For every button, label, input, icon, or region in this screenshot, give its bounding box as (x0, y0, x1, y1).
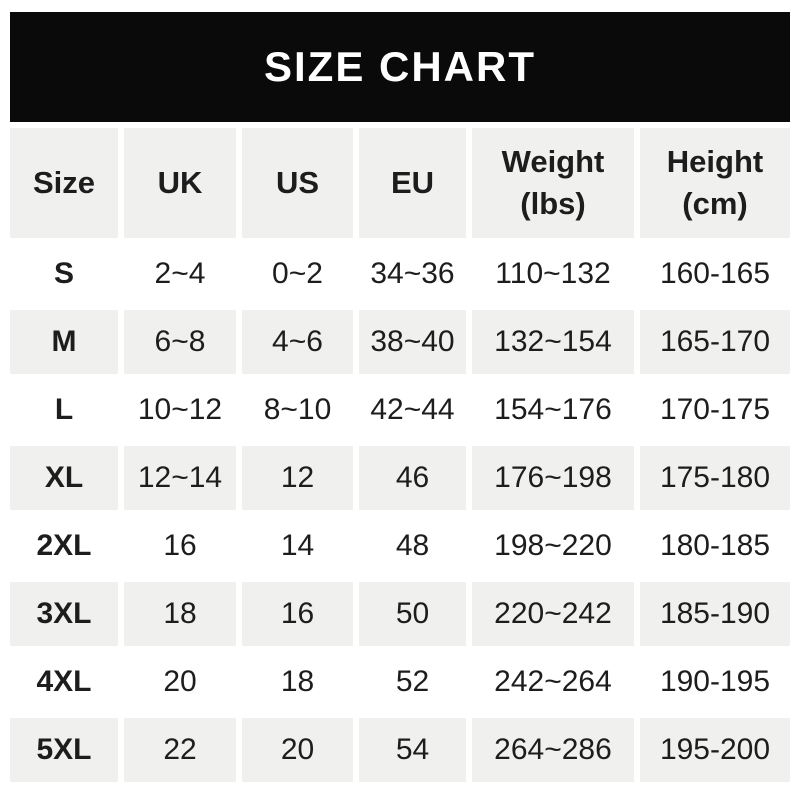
cell-uk: 20 (124, 650, 236, 714)
cell-weight: 154~176 (472, 378, 634, 442)
cell-uk: 16 (124, 514, 236, 578)
cell-eu: 38~40 (359, 310, 466, 374)
cell-us: 20 (242, 718, 353, 782)
cell-height: 185-190 (640, 582, 790, 646)
cell-size: S (10, 242, 118, 306)
cell-height: 165-170 (640, 310, 790, 374)
cell-weight: 132~154 (472, 310, 634, 374)
cell-height: 175-180 (640, 446, 790, 510)
cell-size: XL (10, 446, 118, 510)
cell-size: 5XL (10, 718, 118, 782)
cell-height: 170-175 (640, 378, 790, 442)
cell-uk: 10~12 (124, 378, 236, 442)
cell-size: 3XL (10, 582, 118, 646)
cell-eu: 54 (359, 718, 466, 782)
cell-eu: 52 (359, 650, 466, 714)
cell-size: 2XL (10, 514, 118, 578)
cell-uk: 2~4 (124, 242, 236, 306)
cell-height: 190-195 (640, 650, 790, 714)
cell-weight: 110~132 (472, 242, 634, 306)
col-header-height: Height (cm) (640, 128, 790, 238)
cell-uk: 6~8 (124, 310, 236, 374)
cell-weight: 242~264 (472, 650, 634, 714)
cell-uk: 12~14 (124, 446, 236, 510)
cell-uk: 22 (124, 718, 236, 782)
cell-size: 4XL (10, 650, 118, 714)
col-header-eu: EU (359, 128, 466, 238)
cell-us: 16 (242, 582, 353, 646)
cell-us: 4~6 (242, 310, 353, 374)
col-header-uk: UK (124, 128, 236, 238)
cell-eu: 42~44 (359, 378, 466, 442)
cell-us: 0~2 (242, 242, 353, 306)
cell-us: 12 (242, 446, 353, 510)
cell-us: 14 (242, 514, 353, 578)
cell-weight: 220~242 (472, 582, 634, 646)
cell-size: L (10, 378, 118, 442)
col-header-us: US (242, 128, 353, 238)
cell-weight: 176~198 (472, 446, 634, 510)
cell-size: M (10, 310, 118, 374)
cell-uk: 18 (124, 582, 236, 646)
col-header-size: Size (10, 128, 118, 238)
cell-height: 160-165 (640, 242, 790, 306)
cell-eu: 34~36 (359, 242, 466, 306)
cell-weight: 264~286 (472, 718, 634, 782)
col-header-weight: Weight (lbs) (472, 128, 634, 238)
cell-weight: 198~220 (472, 514, 634, 578)
page-title: SIZE CHART (264, 43, 536, 90)
cell-eu: 50 (359, 582, 466, 646)
cell-height: 195-200 (640, 718, 790, 782)
cell-height: 180-185 (640, 514, 790, 578)
cell-eu: 48 (359, 514, 466, 578)
size-table: Size UK US EU Weight (lbs) Height (cm) S… (10, 128, 790, 782)
title-banner: SIZE CHART (10, 12, 790, 122)
cell-eu: 46 (359, 446, 466, 510)
cell-us: 8~10 (242, 378, 353, 442)
cell-us: 18 (242, 650, 353, 714)
